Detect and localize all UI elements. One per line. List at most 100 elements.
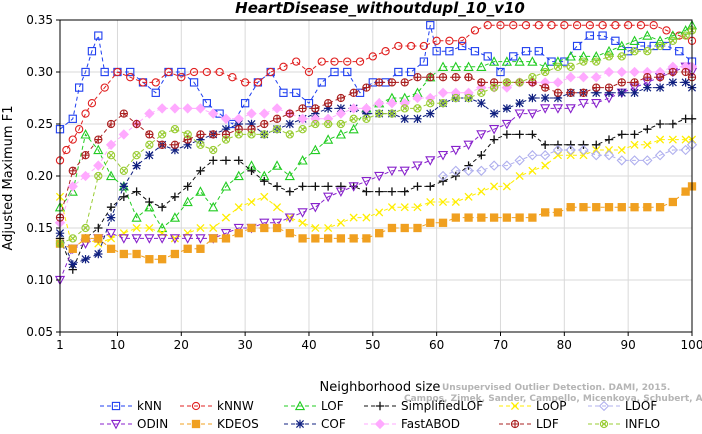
data-point [323, 119, 333, 129]
legend: kNN kNNW LOF SimplifiedLOF LoOP LDOF ODIN KDEOS… [100, 399, 660, 431]
data-point [488, 125, 500, 135]
data-point [310, 144, 321, 155]
data-point [292, 88, 301, 97]
data-point [144, 234, 155, 244]
data-point [463, 61, 474, 71]
data-point [598, 31, 607, 40]
data-point [279, 62, 288, 71]
data-point [323, 99, 333, 108]
data-point [221, 135, 231, 144]
data-point [477, 78, 486, 87]
data-point [195, 186, 206, 196]
data-point [636, 21, 646, 30]
data-point [426, 218, 435, 227]
data-point [170, 249, 180, 259]
data-point [323, 234, 333, 243]
data-point [183, 140, 192, 149]
data-point [164, 67, 173, 77]
data-point [234, 119, 243, 129]
caption-line-1: Unsupervised Outlier Detection. DAMI, 20… [442, 383, 670, 393]
data-point [572, 41, 582, 51]
legend-label: COF [321, 417, 346, 431]
data-point [502, 104, 512, 113]
axis-ticks: 1 10 20 30 40 50 60 70 80 90 100 0.05 0.10 0.15 0.20 0.… [26, 13, 702, 352]
data-point [94, 234, 103, 243]
data-point [655, 119, 665, 129]
data-point [81, 223, 90, 233]
data-point [375, 78, 384, 87]
data-point [375, 109, 384, 118]
data-point [170, 140, 180, 149]
data-point [75, 83, 84, 92]
data-point [413, 104, 422, 113]
data-point [330, 57, 339, 66]
data-point [105, 229, 117, 239]
x-tick-label: 70 [493, 338, 508, 352]
data-point [266, 67, 275, 77]
data-point [528, 73, 537, 82]
series-lof [54, 19, 698, 233]
data-point [617, 203, 626, 212]
data-point [311, 234, 320, 243]
data-point [592, 203, 601, 212]
data-point [413, 223, 422, 233]
data-point [643, 83, 652, 92]
data-point [412, 161, 423, 171]
legend-label: LoOP [536, 399, 567, 413]
data-point [119, 192, 129, 201]
data-point [362, 187, 371, 196]
data-point [75, 125, 84, 134]
data-point [119, 182, 129, 191]
data-point [298, 218, 307, 227]
legend-item: KDEOS [180, 417, 259, 431]
data-point [233, 113, 244, 124]
chart-title: HeartDisease_withoutdupl_10_v10 [235, 0, 525, 17]
data-point [183, 244, 192, 253]
data-point [106, 244, 116, 253]
data-point [458, 41, 467, 51]
data-point [599, 419, 609, 429]
series-ldof [437, 139, 698, 182]
data-point [119, 166, 128, 175]
data-point [157, 222, 168, 233]
data-point [662, 41, 671, 51]
data-point [247, 130, 256, 139]
data-point [348, 103, 359, 114]
data-point [170, 234, 179, 243]
x-tick-label: 1 [56, 338, 64, 352]
data-point [196, 166, 205, 175]
data-point [437, 151, 449, 161]
data-point [119, 249, 128, 259]
data-point [304, 67, 314, 77]
data-point [509, 52, 518, 61]
data-point [578, 99, 589, 109]
data-point [295, 419, 305, 429]
data-point [68, 135, 77, 144]
data-point [272, 203, 282, 212]
data-point [464, 93, 473, 103]
data-point [668, 197, 677, 207]
data-point [534, 47, 543, 56]
data-point [106, 213, 116, 222]
data-point [681, 187, 690, 196]
data-point [62, 145, 71, 155]
data-point [540, 104, 551, 114]
x-tick-label: 60 [429, 338, 444, 352]
data-point [566, 88, 575, 97]
y-tick-label: 0.30 [26, 65, 53, 79]
data-point [157, 255, 167, 264]
data-point [603, 45, 615, 56]
data-point [330, 67, 339, 77]
data-point [310, 203, 321, 213]
data-point [94, 171, 103, 181]
data-point [349, 88, 358, 97]
data-point [528, 166, 537, 175]
data-point [400, 78, 409, 87]
data-point [260, 177, 269, 186]
data-point [534, 21, 543, 30]
data-point [324, 223, 333, 233]
data-point [374, 418, 386, 430]
y-tick-label: 0.05 [26, 325, 53, 339]
data-point [464, 213, 473, 222]
data-point [541, 67, 550, 77]
